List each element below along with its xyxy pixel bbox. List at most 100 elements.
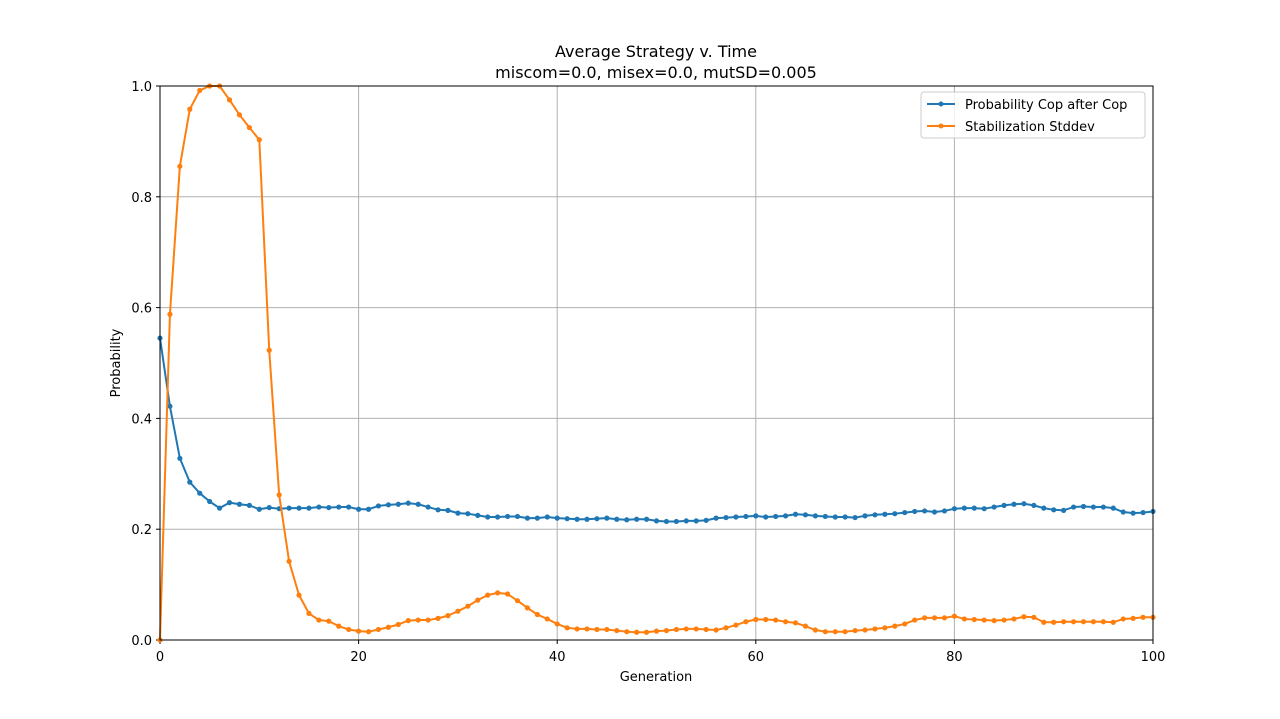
data-point [1070, 619, 1077, 625]
data-point [604, 626, 610, 633]
x-tick-label: 60 [748, 650, 765, 665]
data-point [296, 505, 302, 511]
data-point [832, 514, 838, 520]
x-axis-label: Generation [620, 670, 693, 685]
data-point [643, 629, 650, 635]
data-point [1001, 617, 1007, 623]
data-point [495, 590, 501, 596]
data-point [812, 513, 818, 519]
data-point [852, 514, 858, 521]
data-point [594, 626, 600, 633]
data-point [822, 513, 828, 520]
data-point [912, 508, 918, 515]
data-point [604, 515, 610, 521]
data-point [971, 616, 977, 623]
axis-ticks: 0 20 40 60 80 100 0.0 0.2 0.4 0.6 0.8 1.0 [131, 80, 1165, 665]
data-point [524, 605, 531, 611]
data-point [594, 516, 600, 522]
x-tick-label: 80 [946, 650, 963, 665]
data-point [216, 505, 223, 511]
data-point [504, 591, 511, 597]
data-point [534, 515, 540, 521]
data-point [1041, 505, 1047, 511]
data-point [385, 624, 391, 630]
data-point [941, 508, 948, 514]
y-tick-label: 0.0 [131, 634, 152, 649]
data-point [236, 501, 243, 507]
data-point [902, 509, 908, 516]
data-point [356, 628, 362, 634]
data-point [395, 501, 401, 507]
data-point [177, 163, 183, 169]
legend-marker-cop [938, 101, 944, 107]
grid-lines [159, 85, 1154, 641]
data-point [673, 626, 679, 633]
data-point [743, 619, 749, 625]
data-point [882, 625, 888, 631]
data-point [1110, 505, 1116, 511]
data-point [1011, 616, 1017, 622]
data-point [991, 504, 997, 510]
data-point [574, 516, 580, 522]
y-tick-label: 0.8 [131, 191, 152, 206]
data-point [842, 514, 848, 520]
data-point [981, 506, 987, 512]
data-point [634, 516, 640, 522]
data-point [425, 504, 431, 510]
plot-frame [159, 85, 1154, 641]
data-point [1031, 502, 1037, 508]
data-point [872, 512, 878, 518]
data-point [514, 513, 521, 520]
data-point [922, 508, 928, 514]
data-point [703, 517, 709, 523]
data-point [753, 513, 759, 519]
data-point [435, 615, 441, 621]
data-point [951, 506, 958, 512]
data-point [167, 403, 173, 409]
data-point [495, 514, 501, 520]
data-point [405, 500, 411, 506]
series-line-0 [159, 337, 1154, 523]
data-point [187, 479, 193, 485]
legend-label-stddev: Stabilization Stddev [965, 120, 1095, 135]
data-point [782, 513, 789, 519]
data-point [375, 626, 382, 633]
y-tick-label: 0.2 [131, 523, 152, 538]
data-point [415, 617, 421, 623]
data-point [832, 629, 838, 635]
data-point [1080, 619, 1087, 625]
data-point [971, 505, 977, 511]
data-point [485, 514, 491, 520]
data-point [207, 498, 213, 505]
data-point [326, 618, 332, 624]
data-point [634, 629, 640, 635]
y-tick-label: 0.4 [131, 412, 152, 427]
data-point [852, 627, 858, 634]
data-point [931, 615, 938, 621]
data-point [773, 617, 779, 623]
data-point [653, 628, 660, 634]
data-point [445, 507, 451, 513]
data-point [733, 514, 739, 520]
data-point [1080, 503, 1087, 510]
data-point [1090, 619, 1097, 625]
data-point [802, 512, 809, 518]
data-point [733, 622, 739, 628]
data-point [763, 514, 769, 520]
data-point [544, 616, 550, 622]
data-point [365, 506, 372, 512]
series-layer [157, 83, 1156, 643]
data-point [534, 611, 540, 618]
data-point [226, 97, 233, 103]
data-point [1130, 615, 1136, 621]
y-tick-label: 1.0 [131, 80, 152, 95]
y-axis-label: Probability [109, 328, 124, 397]
data-point [336, 623, 342, 629]
data-point [1051, 619, 1057, 625]
data-point [286, 558, 292, 564]
x-tick-label: 20 [350, 650, 367, 665]
data-point [405, 618, 411, 624]
data-point [356, 506, 362, 512]
data-point [842, 629, 848, 635]
data-point [266, 347, 272, 353]
